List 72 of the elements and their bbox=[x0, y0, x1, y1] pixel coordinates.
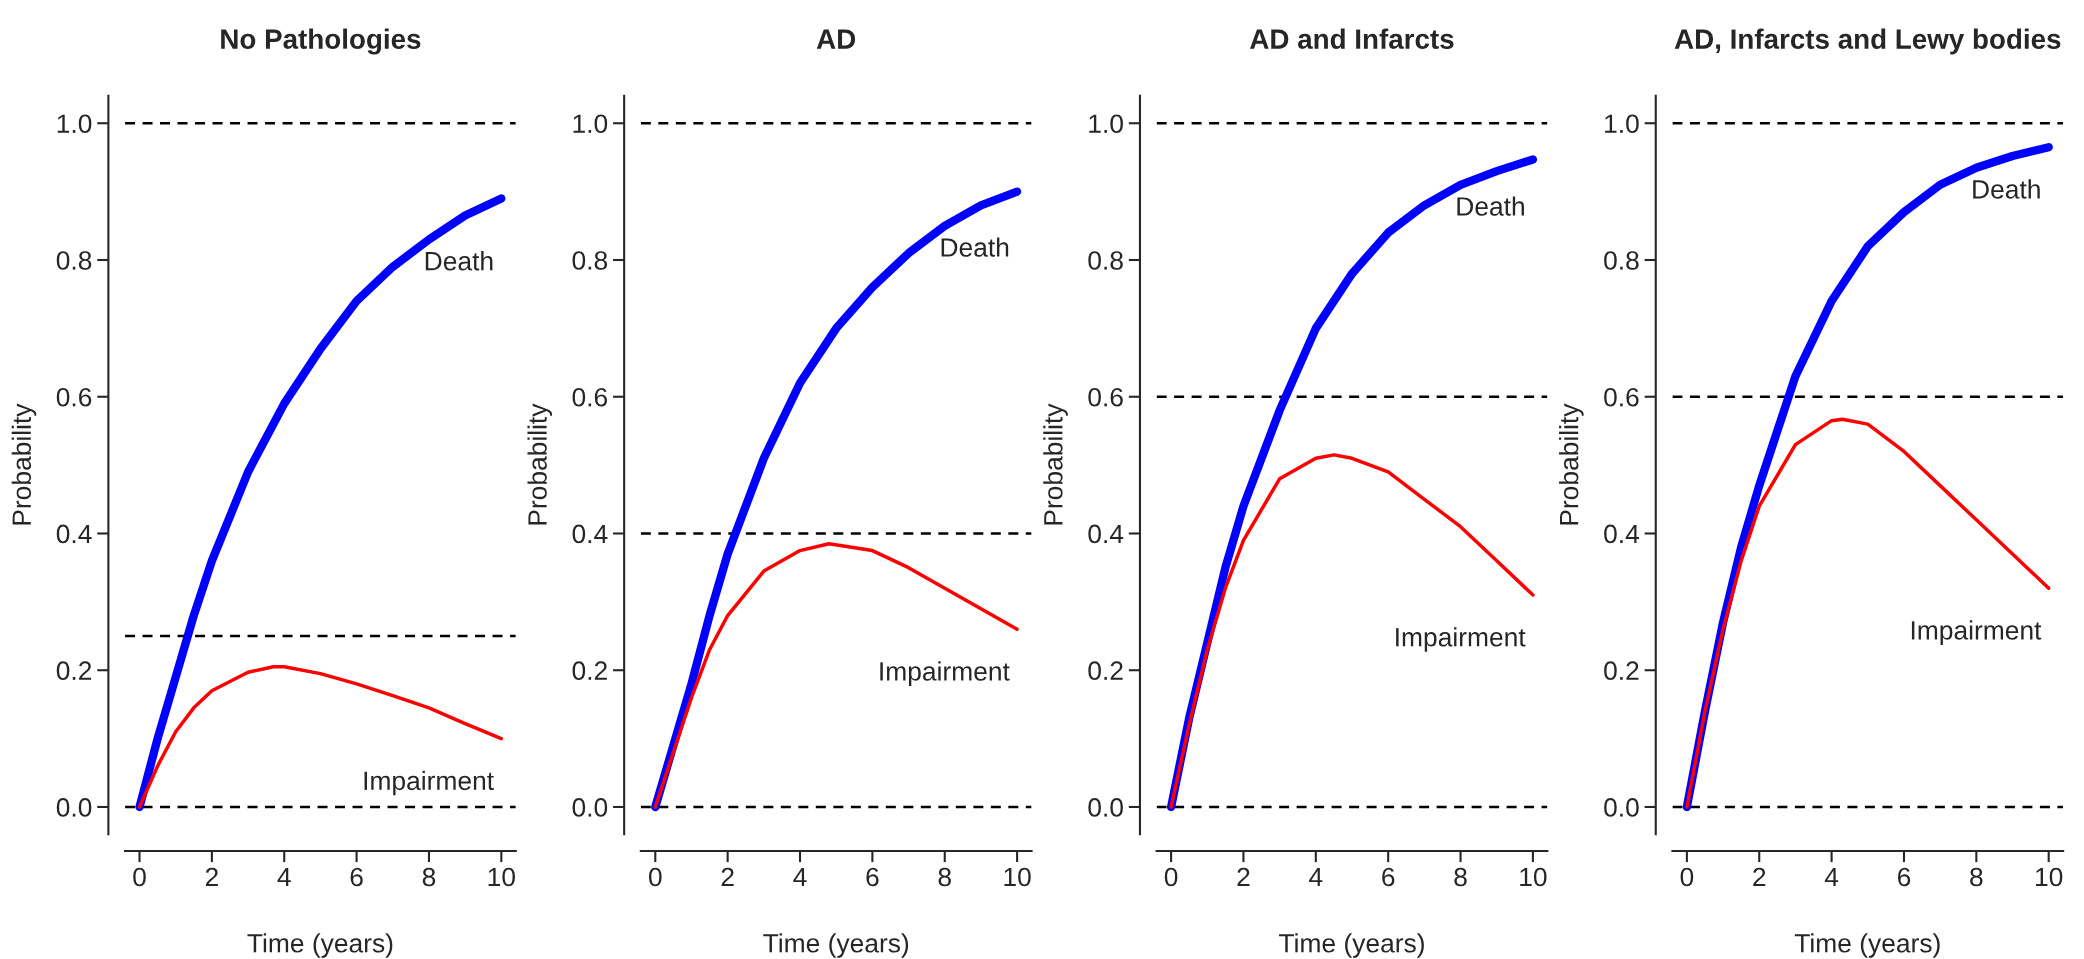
series-label: Impairment bbox=[364, 770, 494, 796]
x-tick-label: 10 bbox=[488, 867, 515, 887]
y-tick-label: 0.0 bbox=[1088, 798, 1123, 817]
x-tick-label: 0 bbox=[133, 867, 146, 887]
y-tick-label: 0.6 bbox=[1088, 387, 1123, 407]
x-tick-label: 2 bbox=[1753, 867, 1766, 887]
x-tick-label: 10 bbox=[1004, 867, 1031, 887]
series-label: Death bbox=[425, 251, 493, 271]
series-label: Death bbox=[1973, 179, 2040, 199]
y-tick-label: 0.0 bbox=[572, 798, 608, 817]
x-tick-label: 4 bbox=[793, 867, 807, 887]
y-tick-label: 1.0 bbox=[1605, 114, 1639, 134]
y-tick-label: 0.4 bbox=[1604, 524, 1639, 544]
x-tick-label: 4 bbox=[1824, 867, 1839, 887]
x-tick-label: 8 bbox=[422, 867, 436, 887]
x-tick-label: 2 bbox=[205, 867, 218, 887]
x-tick-label: 0 bbox=[1680, 867, 1694, 887]
y-tick-label: 0.2 bbox=[1088, 661, 1123, 681]
y-tick-label: 0.6 bbox=[56, 387, 92, 407]
y-tick-label: 0.4 bbox=[572, 524, 608, 544]
y-tick-label: 0.2 bbox=[572, 661, 607, 681]
x-tick-label: 8 bbox=[938, 867, 951, 887]
x-tick-label: 4 bbox=[277, 867, 291, 887]
y-tick-label: 0.8 bbox=[572, 251, 608, 270]
chart-title: AD, Infarcts and Lewy bodies bbox=[1674, 28, 2061, 55]
x-tick-label: 2 bbox=[1237, 867, 1250, 887]
y-tick-label: 1.0 bbox=[1089, 114, 1123, 134]
line-series bbox=[1169, 453, 1535, 809]
y-tick-label: 0.2 bbox=[56, 661, 92, 681]
x-tick-label: 8 bbox=[1454, 867, 1467, 887]
x-axis-title: Time (years) bbox=[1279, 933, 1424, 958]
y-axis-title: Probability bbox=[527, 403, 553, 525]
x-axis-title: Time (years) bbox=[1794, 933, 1940, 958]
x-axis-title: Time (years) bbox=[763, 933, 909, 958]
line-series bbox=[137, 665, 504, 809]
x-tick-label: 0 bbox=[1164, 867, 1178, 887]
y-tick-label: 0.6 bbox=[572, 387, 608, 407]
x-tick-label: 8 bbox=[1970, 867, 1983, 887]
line-series bbox=[1685, 417, 2051, 809]
series-label: Death bbox=[941, 237, 1009, 257]
y-tick-label: 0.8 bbox=[56, 251, 92, 270]
series-label: Death bbox=[1457, 196, 1524, 216]
y-tick-label: 0.8 bbox=[1088, 251, 1123, 270]
x-tick-label: 10 bbox=[2036, 867, 2063, 887]
chart-title: No Pathologies bbox=[221, 28, 421, 55]
y-tick-label: 0.4 bbox=[1088, 524, 1124, 544]
series-label: Impairment bbox=[880, 661, 1010, 686]
y-tick-label: 0.8 bbox=[1604, 251, 1639, 270]
x-tick-label: 6 bbox=[1382, 867, 1395, 887]
y-tick-label: 0.4 bbox=[56, 524, 92, 544]
chart-title: AD bbox=[816, 29, 856, 49]
y-tick-label: 0.0 bbox=[56, 798, 92, 817]
y-axis-title: Probability bbox=[1043, 403, 1068, 525]
series-label: Impairment bbox=[1911, 620, 2042, 645]
x-tick-label: 6 bbox=[350, 867, 363, 887]
line-series bbox=[653, 542, 1019, 809]
y-tick-label: 0.2 bbox=[1604, 661, 1639, 681]
x-tick-label: 6 bbox=[866, 867, 879, 887]
x-axis-title: Time (years) bbox=[247, 933, 393, 958]
y-tick-label: 0.0 bbox=[1604, 798, 1639, 817]
x-tick-label: 10 bbox=[1520, 867, 1547, 887]
y-tick-label: 1.0 bbox=[57, 114, 92, 134]
y-axis-title: Probability bbox=[1559, 403, 1584, 525]
y-axis-title: Probability bbox=[11, 403, 37, 525]
chart-title: AD and Infarcts bbox=[1250, 28, 1454, 49]
y-tick-label: 1.0 bbox=[573, 114, 608, 134]
y-tick-label: 0.6 bbox=[1604, 387, 1639, 407]
x-tick-label: 0 bbox=[649, 867, 662, 887]
x-tick-label: 4 bbox=[1309, 867, 1323, 887]
series-label: Impairment bbox=[1396, 627, 1526, 652]
x-tick-label: 2 bbox=[721, 867, 734, 887]
x-tick-label: 6 bbox=[1897, 867, 1911, 887]
